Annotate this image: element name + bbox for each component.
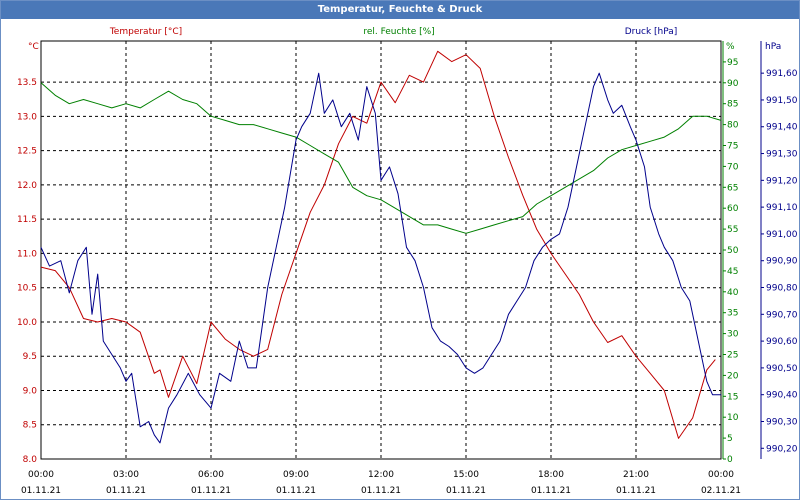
pressure-tick-label: 990,90 (766, 257, 798, 267)
x-date-tick-label: 01.11.21 (191, 486, 231, 496)
temperature-unit-label: °C (28, 42, 39, 52)
temperature-tick-label: 11.0 (17, 249, 37, 259)
temperature-tick-label: 13.0 (17, 112, 37, 122)
temperature-tick-label: 12.5 (17, 147, 37, 157)
x-date-tick-label: 01.11.21 (106, 486, 146, 496)
pressure-tick-label: 991,50 (766, 96, 798, 106)
x-time-tick-label: 15:00 (453, 470, 479, 480)
temperature-tick-label: 13.5 (17, 78, 37, 88)
temperature-axis-label: Temperatur [°C] (109, 27, 182, 37)
pressure-series-line (40, 72, 721, 444)
humidity-tick-label: 75 (727, 142, 738, 152)
humidity-unit-label: % (726, 42, 735, 52)
temperature-tick-label: 9.0 (23, 386, 38, 396)
humidity-tick-label: 65 (727, 183, 738, 193)
x-date-tick-label: 02.11.21 (701, 486, 741, 496)
humidity-tick-label: 55 (727, 225, 738, 235)
humidity-tick-label: 60 (727, 204, 739, 214)
pressure-tick-label: 990,50 (766, 364, 798, 374)
humidity-tick-label: 80 (727, 121, 739, 131)
x-date-tick-label: 01.11.21 (616, 486, 656, 496)
x-time-tick-label: 00:00 (28, 470, 54, 480)
pressure-tick-label: 990,60 (766, 337, 798, 347)
pressure-tick-label: 991,60 (766, 69, 798, 79)
x-time-tick-label: 09:00 (283, 470, 309, 480)
humidity-tick-label: 85 (727, 100, 738, 110)
humidity-tick-label: 0 (727, 455, 733, 465)
temperature-tick-label: 8.5 (23, 421, 37, 431)
humidity-tick-label: 90 (727, 79, 739, 89)
humidity-tick-label: 5 (727, 434, 733, 444)
pressure-unit-label: hPa (765, 42, 781, 52)
temperature-series-line (40, 50, 716, 439)
humidity-tick-label: 45 (727, 267, 738, 277)
temperature-tick-label: 8.0 (23, 455, 38, 465)
humidity-tick-label: 30 (727, 330, 739, 340)
temperature-tick-label: 12.0 (17, 181, 37, 191)
x-date-tick-label: 01.11.21 (531, 486, 571, 496)
humidity-axis-label: rel. Feuchte [%] (363, 27, 434, 37)
x-time-tick-label: 03:00 (113, 470, 139, 480)
pressure-tick-label: 991,20 (766, 176, 798, 186)
x-date-tick-label: 01.11.21 (21, 486, 61, 496)
temperature-tick-label: 10.0 (17, 318, 37, 328)
pressure-tick-label: 991,00 (766, 230, 798, 240)
humidity-tick-label: 25 (727, 351, 738, 361)
humidity-tick-label: 15 (727, 392, 738, 402)
x-time-tick-label: 12:00 (368, 470, 394, 480)
pressure-tick-label: 990,30 (766, 417, 798, 427)
pressure-tick-label: 991,10 (766, 203, 798, 213)
humidity-tick-label: 35 (727, 309, 738, 319)
humidity-tick-label: 10 (727, 413, 739, 423)
temperature-tick-label: 11.5 (17, 215, 37, 225)
x-date-tick-label: 01.11.21 (361, 486, 401, 496)
humidity-series-line (40, 82, 722, 234)
pressure-tick-label: 990,40 (766, 391, 798, 401)
chart-title: Temperatur, Feuchte & Druck (1, 1, 799, 19)
x-date-tick-label: 01.11.21 (276, 486, 316, 496)
pressure-tick-label: 990,20 (766, 444, 798, 454)
humidity-tick-label: 70 (727, 162, 739, 172)
temperature-tick-label: 10.5 (17, 284, 37, 294)
temperature-tick-label: 9.5 (23, 352, 37, 362)
pressure-axis-label: Druck [hPa] (625, 27, 678, 37)
x-time-tick-label: 06:00 (198, 470, 224, 480)
pressure-tick-label: 990,80 (766, 284, 798, 294)
humidity-tick-label: 20 (727, 371, 739, 381)
pressure-tick-label: 991,30 (766, 150, 798, 160)
humidity-tick-label: 40 (727, 288, 739, 298)
humidity-tick-label: 95 (727, 58, 738, 68)
humidity-tick-label: 50 (727, 246, 739, 256)
pressure-tick-label: 990,70 (766, 310, 798, 320)
plot-area-border (40, 40, 722, 460)
x-time-tick-label: 21:00 (623, 470, 649, 480)
x-time-tick-label: 18:00 (538, 470, 564, 480)
x-date-tick-label: 01.11.21 (446, 486, 486, 496)
pressure-tick-label: 991,40 (766, 123, 798, 133)
x-time-tick-label: 00:00 (708, 470, 734, 480)
